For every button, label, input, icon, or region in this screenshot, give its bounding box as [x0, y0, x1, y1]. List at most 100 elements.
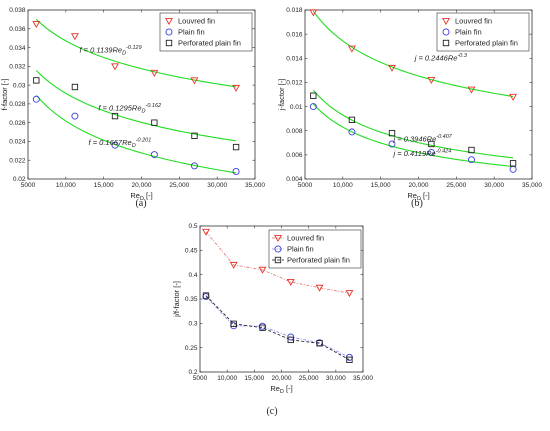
fit-curve-0 — [35, 18, 237, 88]
data-point — [348, 128, 356, 136]
legend: Louvred fin Plain fin Perforated plain fin — [268, 229, 362, 269]
data-point — [71, 83, 79, 91]
chart-b: 5000 10,000 15,000 20,000 25,000 30,000 35,000… — [277, 7, 542, 209]
x-tick-label: 5000 — [21, 182, 36, 189]
y-tick-label: 0.008 — [286, 128, 303, 135]
legend-entry: Louvred fin — [287, 234, 324, 243]
y-tick-label: 0.2 — [188, 369, 197, 376]
panel-label: (c) — [266, 406, 277, 417]
data-point — [428, 140, 435, 148]
chart-c: 5000 10,000 15,000 20,000 25,000 30,000 35,000… — [172, 223, 373, 417]
x-tick-label: 15,000 — [94, 182, 114, 189]
data-point — [467, 86, 476, 94]
data-point — [468, 146, 475, 154]
legend-marker — [274, 245, 282, 253]
x-tick-label: 5000 — [298, 182, 313, 189]
fit-curve-0 — [312, 10, 514, 98]
y-axis-label: j/f-factor [-] — [172, 281, 181, 318]
y-axis-label: f-factor [-] — [0, 78, 9, 110]
data-point — [229, 261, 238, 269]
data-point — [190, 77, 199, 85]
legend-marker — [165, 39, 173, 47]
data-point — [190, 162, 198, 170]
y-tick-label: 0.014 — [286, 55, 303, 62]
x-tick-label: 20,000 — [272, 375, 292, 382]
legend-marker — [442, 28, 450, 36]
data-point — [348, 116, 356, 124]
data-point — [111, 112, 119, 120]
data-point — [259, 324, 266, 331]
data-point — [71, 112, 79, 120]
fit-equation-0: f = 0.1139ReD-0.129 — [79, 45, 141, 57]
x-tick-label: 25,000 — [446, 182, 466, 189]
legend-box — [436, 12, 530, 52]
legend-entry: Perforated plain fin — [178, 39, 241, 48]
x-tick-label: 35,000 — [353, 375, 373, 382]
fit-curve-2 — [35, 94, 237, 174]
y-tick-label: 0.018 — [286, 7, 303, 14]
data-point — [32, 21, 41, 29]
legend-box — [268, 229, 362, 269]
x-tick-label: 20,000 — [132, 182, 152, 189]
legend-entry: Plain fin — [178, 28, 205, 37]
y-tick-label: 0.4 — [188, 272, 197, 279]
y-tick-label: 0.01 — [290, 104, 303, 111]
data-point — [232, 84, 241, 92]
data-point — [467, 156, 475, 164]
y-tick-label: 0.03 — [13, 82, 26, 89]
y-tick-label: 0.3 — [188, 321, 197, 328]
data-point — [202, 292, 210, 299]
data-point — [151, 119, 158, 126]
fit-equation-2: j = 0.4119Re-0.424 — [393, 149, 452, 159]
panel-label: (b) — [411, 198, 423, 209]
x-tick-label: 15,000 — [244, 375, 264, 382]
x-axis-label: ReD [-] — [270, 384, 292, 395]
x-tick-label: 20,000 — [409, 182, 429, 189]
y-tick-label: 0.034 — [9, 45, 26, 52]
legend-marker — [442, 17, 450, 25]
data-point — [202, 228, 210, 236]
series-line-2 — [205, 295, 350, 361]
y-tick-label: 0.006 — [286, 152, 303, 159]
chart-a: 5000 10,000 15,000 20,000 25,000 30,000 35,000… — [0, 7, 265, 209]
data-point — [309, 9, 318, 17]
data-point — [388, 129, 396, 137]
y-tick-label: 0.02 — [13, 176, 26, 183]
legend-entry: Perforated plain fin — [455, 39, 518, 48]
x-tick-label: 5000 — [193, 375, 208, 382]
x-tick-label: 10,000 — [333, 182, 353, 189]
y-tick-label: 0.016 — [286, 31, 303, 38]
legend-box — [159, 12, 253, 52]
y-tick-label: 0.022 — [9, 157, 26, 164]
fit-equation-1: f = 0.1295ReD-0.162 — [98, 103, 161, 115]
fit-equation-0: j = 0.2446Re-0.3 — [414, 53, 468, 63]
data-point — [232, 167, 240, 175]
y-tick-label: 0.036 — [9, 26, 26, 33]
y-tick-label: 0.5 — [188, 223, 197, 230]
legend-marker — [165, 17, 173, 25]
fit-equation-2: f = 0.1667ReD-0.201 — [89, 138, 152, 150]
legend-entry: Perforated plain fin — [287, 256, 350, 265]
y-tick-label: 0.25 — [185, 345, 198, 352]
x-tick-label: 30,000 — [484, 182, 504, 189]
data-point — [509, 160, 517, 167]
y-axis-label: j-factor [-] — [277, 79, 286, 112]
data-point — [287, 336, 294, 344]
data-point — [346, 356, 353, 364]
x-tick-label: 25,000 — [169, 182, 189, 189]
x-tick-label: 15,000 — [371, 182, 391, 189]
x-tick-label: 30,000 — [326, 375, 346, 382]
data-point — [258, 266, 267, 274]
fit-curve-2 — [312, 103, 514, 168]
x-axis-label: ReD [-] — [130, 191, 152, 202]
data-point — [286, 278, 295, 286]
data-point — [427, 77, 436, 84]
data-point — [310, 92, 317, 99]
legend-marker — [274, 234, 282, 242]
data-point — [315, 284, 324, 292]
series-line-0 — [205, 231, 350, 294]
data-point — [388, 140, 396, 148]
y-tick-label: 0.032 — [9, 64, 26, 71]
